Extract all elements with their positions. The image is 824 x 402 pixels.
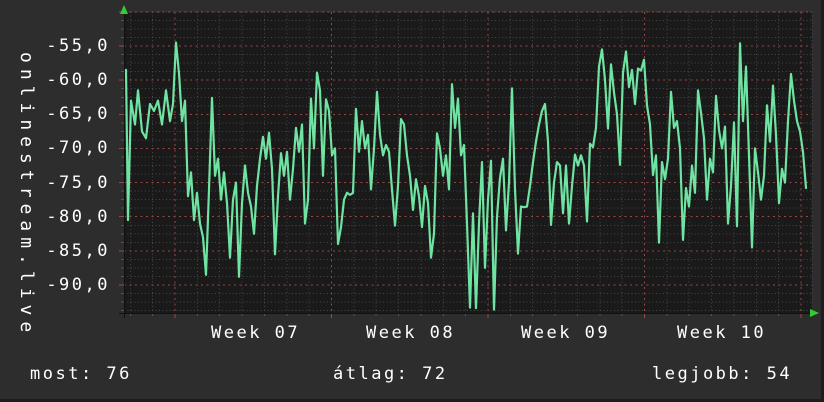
y-tick-label: -90,0	[46, 275, 110, 295]
axes	[119, 8, 816, 318]
x-tick-label-week-07: Week 07	[211, 323, 301, 343]
x-tick-label-week-10: Week 10	[677, 323, 767, 343]
y-tick-label: -85,0	[46, 241, 110, 261]
vertical-axis-title: onlinestream.live	[16, 52, 37, 339]
stat-atlag: átlag: 72	[333, 364, 448, 384]
y-tick-label: -70,0	[46, 138, 110, 158]
y-tick-label: -55,0	[46, 36, 110, 56]
x-tick-label-week-09: Week 09	[521, 323, 611, 343]
stat-most: most: 76	[30, 364, 132, 384]
y-tick-label: -75,0	[46, 173, 110, 193]
x-tick-label-week-08: Week 08	[366, 323, 456, 343]
y-tick-label: -80,0	[46, 207, 110, 227]
y-axis-arrow-icon	[120, 5, 128, 14]
y-tick-label: -60,0	[46, 70, 110, 90]
x-axis-arrow-icon	[810, 309, 819, 317]
signal-line	[124, 41, 808, 311]
stat-legjobb: legjobb: 54	[652, 364, 793, 384]
y-tick-label: -65,0	[46, 104, 110, 124]
